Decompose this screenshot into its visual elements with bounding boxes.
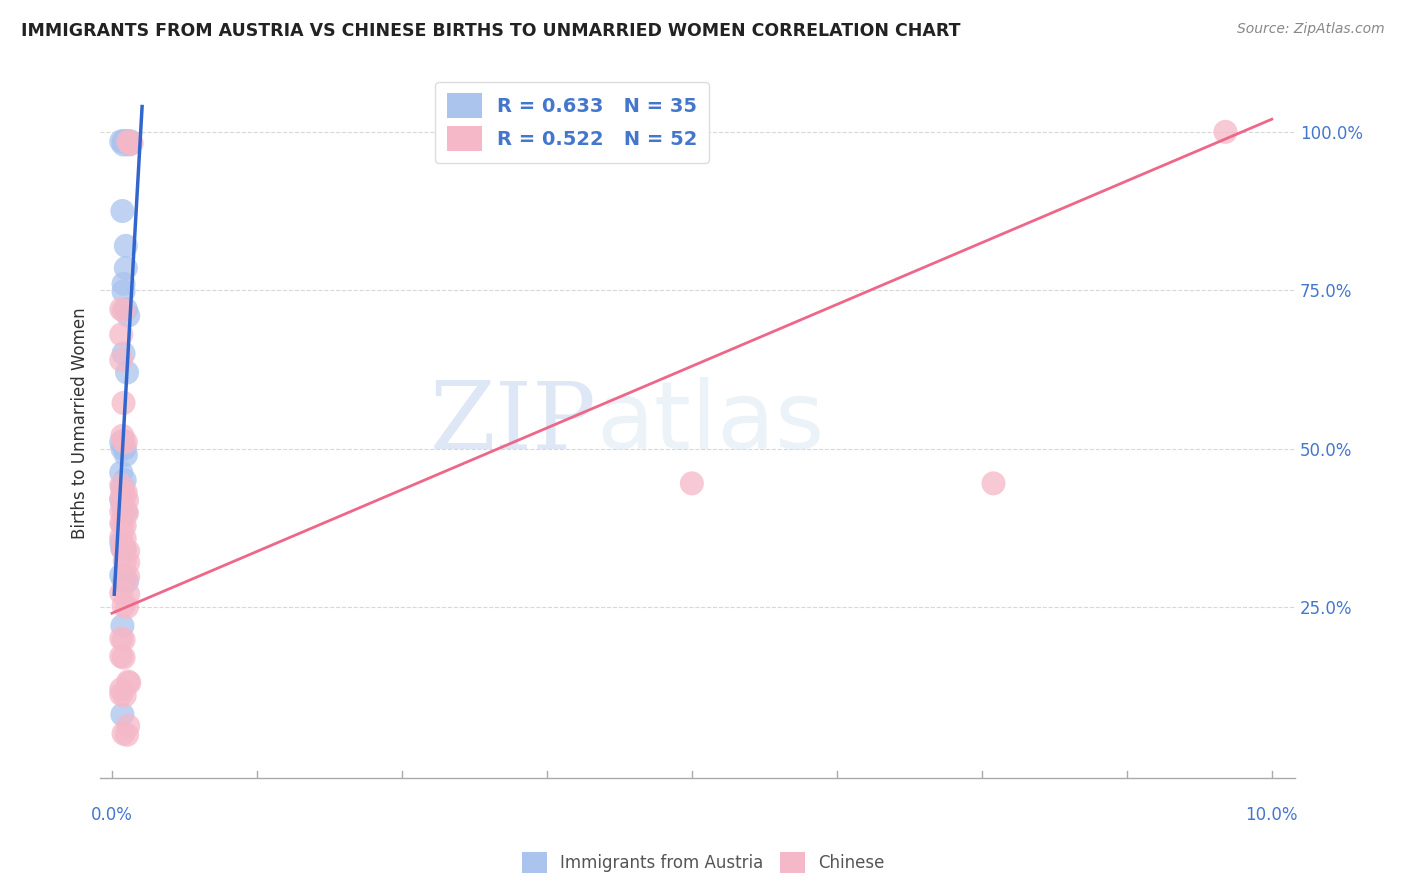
Point: [115, 239, 138, 253]
Point: [115, 366, 138, 380]
Point: [110, 302, 132, 317]
Point: [117, 719, 139, 733]
Text: 0.0%: 0.0%: [91, 806, 134, 824]
Point: [112, 277, 135, 291]
Point: [111, 619, 134, 633]
Point: [110, 435, 132, 450]
Point: [114, 532, 136, 546]
Point: [111, 707, 134, 722]
Point: [114, 442, 136, 456]
Point: [114, 473, 136, 487]
Text: atlas: atlas: [596, 377, 824, 469]
Point: [117, 309, 139, 323]
Point: [111, 204, 134, 219]
Point: [114, 542, 136, 557]
Point: [110, 682, 132, 697]
Point: [1215, 125, 1237, 139]
Point: [115, 493, 138, 508]
Point: [112, 726, 135, 740]
Point: [115, 435, 138, 450]
Point: [115, 505, 138, 519]
Point: [120, 134, 142, 148]
Point: [117, 134, 139, 148]
Text: 10.0%: 10.0%: [1246, 806, 1298, 824]
Point: [112, 599, 135, 613]
Point: [117, 556, 139, 570]
Point: [111, 497, 134, 511]
Point: [110, 649, 132, 664]
Point: [110, 478, 132, 492]
Point: [110, 530, 132, 544]
Point: [114, 134, 136, 148]
Point: [111, 429, 134, 443]
Point: [110, 505, 132, 519]
Point: [121, 136, 143, 151]
Point: [110, 492, 132, 507]
Point: [115, 506, 138, 520]
Point: [117, 544, 139, 558]
Point: [110, 687, 132, 701]
Legend: R = 0.633   N = 35, R = 0.522   N = 52: R = 0.633 N = 35, R = 0.522 N = 52: [434, 82, 710, 163]
Point: [111, 484, 134, 499]
Point: [112, 574, 135, 589]
Point: [110, 632, 132, 646]
Point: [114, 542, 136, 557]
Point: [110, 586, 132, 600]
Point: [110, 466, 132, 480]
Point: [115, 486, 138, 500]
Point: [115, 599, 138, 614]
Point: [115, 260, 138, 275]
Point: [112, 492, 135, 507]
Point: [118, 137, 141, 152]
Y-axis label: Births to Unmarried Women: Births to Unmarried Women: [72, 308, 89, 539]
Point: [112, 632, 135, 647]
Point: [112, 346, 135, 360]
Point: [117, 587, 139, 601]
Point: [114, 689, 136, 703]
Point: [112, 303, 135, 318]
Point: [110, 134, 132, 148]
Point: [110, 535, 132, 549]
Point: [114, 568, 136, 582]
Point: [111, 541, 134, 556]
Point: [115, 448, 138, 462]
Point: [114, 554, 136, 568]
Text: ZIP: ZIP: [429, 378, 596, 468]
Point: [115, 134, 138, 148]
Point: [111, 442, 134, 456]
Point: [112, 484, 135, 499]
Point: [112, 134, 135, 148]
Legend: Immigrants from Austria, Chinese: Immigrants from Austria, Chinese: [515, 846, 891, 880]
Point: [115, 302, 138, 317]
Point: [114, 518, 136, 533]
Point: [110, 516, 132, 531]
Point: [115, 574, 138, 589]
Point: [112, 650, 135, 665]
Point: [112, 285, 135, 299]
Point: [110, 568, 132, 582]
Point: [983, 476, 1005, 491]
Point: [118, 676, 141, 690]
Point: [115, 728, 138, 742]
Point: [681, 476, 703, 491]
Point: [111, 541, 134, 556]
Point: [118, 136, 141, 151]
Point: [111, 479, 134, 493]
Text: Source: ZipAtlas.com: Source: ZipAtlas.com: [1237, 22, 1385, 37]
Point: [117, 569, 139, 583]
Point: [117, 674, 139, 689]
Point: [110, 492, 132, 507]
Point: [110, 327, 132, 342]
Point: [112, 434, 135, 448]
Point: [112, 505, 135, 519]
Point: [112, 396, 135, 410]
Point: [111, 517, 134, 532]
Point: [110, 352, 132, 367]
Text: IMMIGRANTS FROM AUSTRIA VS CHINESE BIRTHS TO UNMARRIED WOMEN CORRELATION CHART: IMMIGRANTS FROM AUSTRIA VS CHINESE BIRTH…: [21, 22, 960, 40]
Point: [117, 134, 139, 148]
Point: [112, 137, 135, 152]
